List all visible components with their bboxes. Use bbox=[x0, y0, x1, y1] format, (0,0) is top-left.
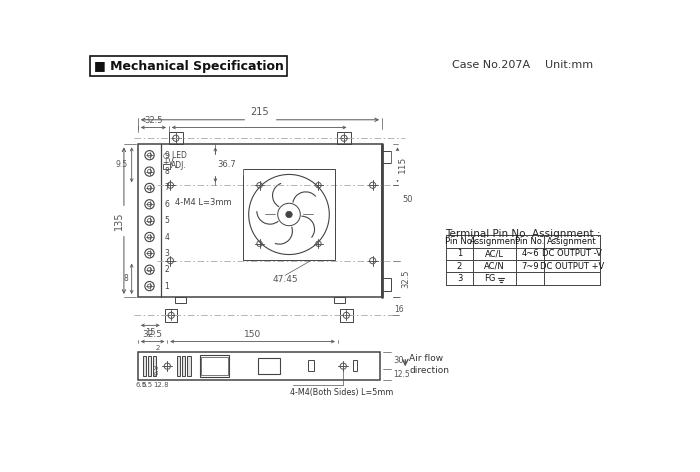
Text: 2: 2 bbox=[164, 265, 169, 274]
Text: 8: 8 bbox=[123, 274, 128, 283]
Bar bbox=[143, 356, 146, 376]
Text: Air flow
direction: Air flow direction bbox=[409, 354, 449, 375]
Bar bbox=[148, 356, 151, 376]
Text: 30: 30 bbox=[393, 356, 405, 365]
Text: AC/N: AC/N bbox=[484, 261, 505, 270]
Bar bbox=[169, 132, 183, 144]
Text: +V: +V bbox=[162, 158, 174, 167]
Text: 115: 115 bbox=[398, 156, 407, 173]
Text: Pin No.: Pin No. bbox=[515, 237, 545, 246]
Text: FG: FG bbox=[484, 274, 496, 283]
Bar bbox=[153, 356, 157, 376]
Text: 12.8: 12.8 bbox=[153, 382, 169, 388]
Bar bbox=[202, 357, 228, 375]
Text: Pin No.: Pin No. bbox=[444, 237, 474, 246]
Text: 7~9: 7~9 bbox=[522, 261, 539, 270]
Text: 12.5: 12.5 bbox=[393, 370, 410, 379]
Text: 6.5: 6.5 bbox=[135, 381, 146, 388]
Text: 4~6: 4~6 bbox=[522, 249, 539, 258]
Text: ADJ.: ADJ. bbox=[172, 161, 187, 170]
Text: 150: 150 bbox=[251, 116, 268, 125]
Bar bbox=[200, 355, 230, 377]
Text: Case No.207A: Case No.207A bbox=[452, 60, 530, 70]
Text: 6.5: 6.5 bbox=[141, 381, 153, 388]
Bar bbox=[244, 169, 335, 260]
Bar bbox=[162, 164, 169, 169]
Text: 5: 5 bbox=[164, 216, 169, 225]
Text: 15: 15 bbox=[145, 328, 155, 337]
Text: 1: 1 bbox=[457, 249, 462, 258]
Text: 36.7: 36.7 bbox=[218, 160, 237, 169]
Bar bbox=[165, 309, 177, 321]
Text: DC OUTPUT -V: DC OUTPUT -V bbox=[542, 249, 602, 258]
Text: 2: 2 bbox=[457, 261, 462, 270]
Text: AC/L: AC/L bbox=[485, 249, 504, 258]
Text: 4-M4(Both Sides) L=5mm: 4-M4(Both Sides) L=5mm bbox=[290, 388, 393, 397]
Text: 7: 7 bbox=[164, 184, 169, 193]
Text: 50: 50 bbox=[402, 195, 413, 204]
Text: 3: 3 bbox=[457, 274, 462, 283]
Text: DC OUTPUT +V: DC OUTPUT +V bbox=[540, 261, 604, 270]
Text: 32.5: 32.5 bbox=[402, 270, 410, 288]
Text: 135: 135 bbox=[114, 211, 125, 230]
Text: 16: 16 bbox=[394, 305, 404, 314]
Text: 9.5: 9.5 bbox=[116, 160, 128, 169]
Bar bbox=[258, 358, 280, 374]
Bar bbox=[382, 151, 391, 163]
Bar bbox=[337, 132, 351, 144]
Text: Unit:mm: Unit:mm bbox=[545, 60, 593, 70]
Text: 8: 8 bbox=[164, 167, 169, 176]
Text: 2: 2 bbox=[156, 345, 160, 351]
Bar bbox=[138, 352, 379, 380]
Bar bbox=[175, 297, 186, 303]
Bar bbox=[354, 360, 357, 371]
Text: 1: 1 bbox=[164, 282, 169, 291]
Bar bbox=[182, 356, 185, 376]
Text: 150: 150 bbox=[244, 330, 261, 339]
Circle shape bbox=[286, 211, 292, 218]
Bar bbox=[188, 356, 190, 376]
Text: 4: 4 bbox=[164, 233, 169, 242]
Text: 3: 3 bbox=[164, 249, 169, 258]
Text: 6: 6 bbox=[164, 200, 169, 209]
Bar bbox=[334, 297, 345, 303]
Text: 215: 215 bbox=[251, 107, 270, 117]
Text: Assignment: Assignment bbox=[547, 237, 596, 246]
Text: ○ LED: ○ LED bbox=[162, 151, 186, 160]
Text: 32.5: 32.5 bbox=[144, 116, 162, 125]
Text: Assignment: Assignment bbox=[470, 237, 519, 246]
Text: ■ Mechanical Specification: ■ Mechanical Specification bbox=[94, 60, 284, 73]
Text: 6.9: 6.9 bbox=[153, 363, 160, 375]
Bar bbox=[382, 278, 391, 291]
Text: Terminal Pin No. Assignment :: Terminal Pin No. Assignment : bbox=[446, 229, 601, 239]
Text: 9: 9 bbox=[164, 151, 169, 160]
Bar bbox=[309, 360, 314, 371]
Text: 32.5: 32.5 bbox=[143, 330, 162, 339]
Text: 47.45: 47.45 bbox=[272, 276, 298, 285]
Bar bbox=[176, 356, 180, 376]
Text: 4-M4 L=3mm: 4-M4 L=3mm bbox=[175, 198, 232, 207]
Bar bbox=[138, 144, 382, 297]
Bar bbox=[340, 309, 353, 321]
